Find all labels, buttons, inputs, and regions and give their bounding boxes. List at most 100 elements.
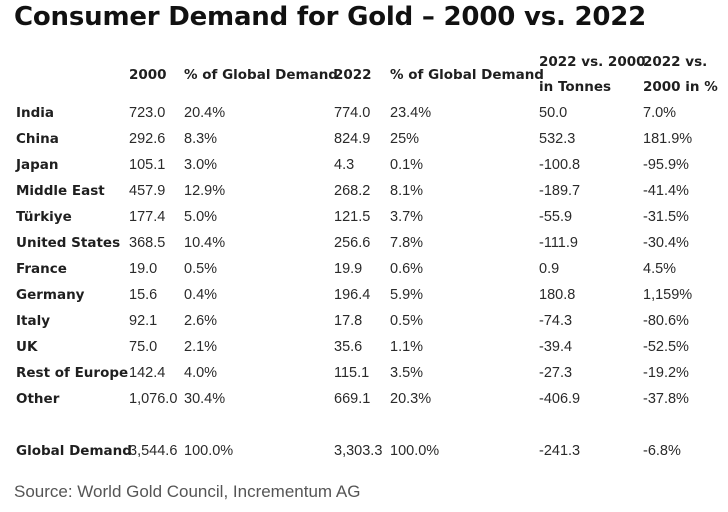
value-2000: 105.1 (129, 157, 166, 173)
diff-pct: -30.4% (643, 235, 689, 251)
pct-2000: 2.6% (184, 313, 218, 329)
value-2000: 1,076.0 (129, 391, 178, 407)
value-2022: 115.1 (334, 365, 370, 381)
value-2022: 669.1 (334, 391, 371, 407)
pct-2000: 10.4% (184, 235, 226, 251)
total-pct-2000: 100.0% (184, 443, 234, 459)
row-label: Italy (16, 313, 51, 329)
pct-2022: 7.8% (390, 235, 424, 251)
header-pct-2022: % of Global Demand (390, 67, 544, 83)
total-row-label: Global Demand (16, 443, 132, 459)
pct-2000: 0.4% (184, 287, 218, 303)
pct-2000: 20.4% (184, 105, 226, 121)
row-label: United States (16, 235, 121, 251)
diff-tonnes: 0.9 (539, 261, 560, 277)
diff-pct: -52.5% (643, 339, 689, 355)
diff-pct: 7.0% (643, 105, 677, 121)
row-label: Japan (16, 157, 59, 173)
row-label: Türkiye (16, 209, 72, 225)
pct-2022: 1.1% (390, 339, 424, 355)
diff-tonnes: 50.0 (539, 105, 568, 121)
diff-pct: -31.5% (643, 209, 689, 225)
value-2022: 268.2 (334, 183, 371, 199)
diff-tonnes: 532.3 (539, 131, 576, 147)
value-2000: 75.0 (129, 339, 158, 355)
diff-pct: 1,159% (643, 287, 693, 303)
total-diff-tonnes: -241.3 (539, 443, 581, 459)
pct-2022: 5.9% (390, 287, 424, 303)
diff-tonnes: -55.9 (539, 209, 573, 225)
total-value-2000: 3,544.6 (129, 443, 178, 459)
diff-tonnes: -39.4 (539, 339, 573, 355)
pct-2022: 25% (390, 131, 420, 147)
value-2000: 177.4 (129, 209, 166, 225)
pct-2022: 0.1% (390, 157, 424, 173)
value-2022: 774.0 (334, 105, 371, 121)
value-2022: 196.4 (334, 287, 371, 303)
pct-2022: 3.7% (390, 209, 424, 225)
page-title: Consumer Demand for Gold – 2000 vs. 2022 (14, 2, 647, 32)
diff-pct: -95.9% (643, 157, 689, 173)
diff-pct: 181.9% (643, 131, 693, 147)
pct-2022: 20.3% (390, 391, 432, 407)
value-2022: 4.3 (334, 157, 355, 173)
value-2000: 292.6 (129, 131, 166, 147)
source-note: Source: World Gold Council, Incrementum … (14, 482, 361, 501)
total-pct-2022: 100.0% (390, 443, 440, 459)
value-2022: 824.9 (334, 131, 371, 147)
pct-2000: 3.0% (184, 157, 218, 173)
header-2022: 2022 (334, 67, 372, 83)
header-diff-pct-line1: 2022 vs. (643, 54, 708, 70)
row-label: India (16, 105, 55, 121)
value-2000: 142.4 (129, 365, 166, 381)
pct-2000: 5.0% (184, 209, 218, 225)
value-2022: 121.5 (334, 209, 371, 225)
total-diff-pct: -6.8% (643, 443, 681, 459)
value-2022: 35.6 (334, 339, 363, 355)
diff-pct: -19.2% (643, 365, 689, 381)
row-label: UK (16, 339, 38, 355)
pct-2000: 12.9% (184, 183, 226, 199)
value-2000: 92.1 (129, 313, 158, 329)
pct-2022: 8.1% (390, 183, 424, 199)
header-diff-tonnes-line2: in Tonnes (539, 79, 612, 95)
total-value-2022: 3,303.3 (334, 443, 383, 459)
pct-2000: 4.0% (184, 365, 218, 381)
diff-tonnes: -189.7 (539, 183, 581, 199)
diff-pct: -37.8% (643, 391, 689, 407)
row-label: Germany (16, 287, 85, 303)
header-diff-pct-line2: 2000 in % (643, 79, 718, 95)
diff-tonnes: -406.9 (539, 391, 581, 407)
value-2000: 723.0 (129, 105, 166, 121)
row-label: Middle East (16, 183, 105, 199)
diff-tonnes: 180.8 (539, 287, 576, 303)
pct-2000: 30.4% (184, 391, 226, 407)
diff-tonnes: -111.9 (539, 235, 578, 251)
value-2000: 19.0 (129, 261, 158, 277)
pct-2022: 0.6% (390, 261, 424, 277)
diff-pct: -80.6% (643, 313, 689, 329)
header-2000: 2000 (129, 67, 167, 83)
value-2000: 368.5 (129, 235, 166, 251)
row-label: Other (16, 391, 60, 407)
pct-2000: 2.1% (184, 339, 218, 355)
pct-2000: 0.5% (184, 261, 218, 277)
pct-2022: 0.5% (390, 313, 424, 329)
row-label: Rest of Europe (16, 365, 129, 381)
header-pct-2000: % of Global Demand (184, 67, 338, 83)
row-label: France (16, 261, 67, 277)
row-label: China (16, 131, 59, 147)
value-2000: 15.6 (129, 287, 158, 303)
value-2022: 17.8 (334, 313, 363, 329)
diff-tonnes: -27.3 (539, 365, 573, 381)
value-2022: 19.9 (334, 261, 363, 277)
header-diff-tonnes-line1: 2022 vs. 2000 (539, 54, 646, 70)
diff-tonnes: -74.3 (539, 313, 573, 329)
pct-2000: 8.3% (184, 131, 218, 147)
diff-tonnes: -100.8 (539, 157, 581, 173)
pct-2022: 23.4% (390, 105, 432, 121)
value-2022: 256.6 (334, 235, 371, 251)
diff-pct: -41.4% (643, 183, 689, 199)
pct-2022: 3.5% (390, 365, 424, 381)
value-2000: 457.9 (129, 183, 166, 199)
